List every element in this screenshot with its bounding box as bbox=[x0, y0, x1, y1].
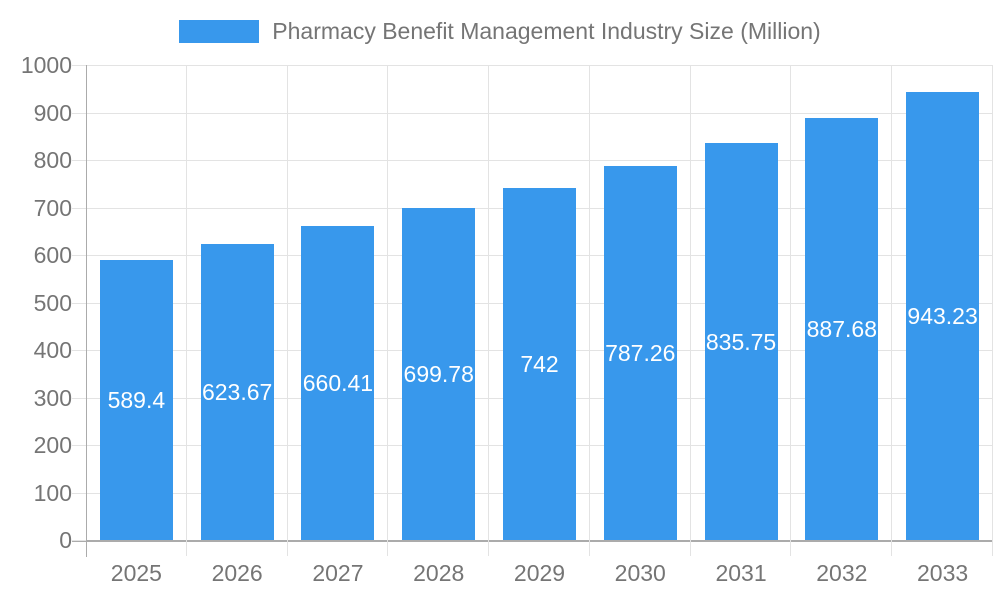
x-gridline bbox=[891, 65, 893, 540]
x-gridline bbox=[387, 65, 389, 540]
y-axis-label: 200 bbox=[33, 432, 72, 458]
x-axis-label: 2029 bbox=[513, 560, 566, 586]
bar[interactable]: 699.78 bbox=[402, 207, 476, 540]
x-gridline bbox=[992, 65, 993, 540]
y-gridline bbox=[86, 65, 993, 66]
y-axis-tick bbox=[72, 207, 86, 209]
bar-value-label: 835.75 bbox=[705, 328, 777, 355]
y-axis-tick bbox=[72, 445, 86, 446]
y-axis-line bbox=[86, 65, 87, 557]
x-axis-tick bbox=[588, 540, 590, 556]
bar[interactable]: 660.41 bbox=[301, 226, 375, 540]
y-axis-tick bbox=[72, 112, 86, 114]
chart-title: Pharmacy Benefit Management Industry Siz… bbox=[272, 18, 821, 44]
x-axis-label: 2026 bbox=[211, 560, 263, 586]
x-axis-tick bbox=[286, 540, 288, 556]
y-axis-label: 600 bbox=[33, 242, 72, 268]
x-axis-label: 2031 bbox=[715, 560, 767, 586]
y-axis-tick bbox=[72, 160, 86, 161]
bar-value-label: 787.26 bbox=[605, 340, 676, 367]
bar[interactable]: 623.67 bbox=[200, 243, 274, 540]
y-axis-label: 100 bbox=[33, 479, 72, 506]
plot-area: 589.4 623.67 660.41 699.78 742 787.26 835.75 88… bbox=[86, 65, 993, 540]
y-gridline bbox=[86, 160, 993, 161]
x-axis-tick bbox=[891, 540, 893, 556]
y-axis-tick bbox=[72, 492, 86, 494]
x-axis-tick bbox=[689, 540, 691, 556]
chart-legend: Pharmacy Benefit Management Industry Siz… bbox=[0, 18, 1000, 45]
x-gridline bbox=[185, 65, 187, 540]
bar[interactable]: 887.68 bbox=[805, 118, 879, 540]
x-gridline bbox=[286, 65, 288, 540]
x-axis-baseline bbox=[72, 540, 993, 542]
bar[interactable]: 589.4 bbox=[99, 260, 173, 540]
y-axis-label: 400 bbox=[33, 337, 72, 363]
x-gridline bbox=[488, 65, 490, 540]
bar-value-label: 887.68 bbox=[806, 316, 877, 343]
x-gridline bbox=[790, 65, 792, 540]
x-axis-label: 2027 bbox=[312, 560, 364, 586]
x-axis-tick bbox=[790, 540, 792, 556]
x-axis-tick bbox=[992, 540, 993, 556]
y-axis-label: 300 bbox=[33, 384, 72, 411]
x-axis-label: 2033 bbox=[917, 560, 969, 586]
bar[interactable]: 742 bbox=[503, 187, 576, 540]
y-axis-tick bbox=[72, 302, 86, 304]
y-axis-label: 700 bbox=[33, 194, 72, 221]
y-gridline bbox=[86, 112, 993, 114]
x-axis-tick bbox=[387, 540, 389, 556]
bar-value-label: 660.41 bbox=[302, 370, 374, 397]
bar[interactable]: 787.26 bbox=[603, 166, 677, 540]
x-axis-label: 2028 bbox=[413, 560, 465, 586]
y-axis-label: 500 bbox=[33, 289, 72, 316]
y-axis-label: 900 bbox=[33, 99, 72, 126]
y-axis-label: 800 bbox=[33, 147, 72, 173]
y-axis-tick bbox=[72, 540, 86, 541]
x-axis-label: 2025 bbox=[110, 560, 162, 586]
bar-value-label: 943.23 bbox=[907, 302, 978, 329]
x-gridline bbox=[588, 65, 590, 540]
bar-value-label: 623.67 bbox=[201, 378, 273, 405]
x-gridline bbox=[689, 65, 691, 540]
bar[interactable]: 943.23 bbox=[906, 91, 980, 540]
y-axis-tick bbox=[72, 350, 86, 351]
bar-value-label: 742 bbox=[520, 350, 559, 377]
x-axis-label: 2032 bbox=[816, 560, 868, 586]
y-axis-tick bbox=[72, 255, 86, 256]
x-axis-tick bbox=[488, 540, 490, 556]
y-axis-tick bbox=[72, 397, 86, 399]
bar-value-label: 699.78 bbox=[403, 360, 474, 387]
x-axis-label: 2030 bbox=[614, 560, 666, 586]
y-axis-label: 1000 bbox=[20, 52, 72, 78]
y-axis-tick bbox=[72, 65, 86, 66]
bar-value-label: 589.4 bbox=[107, 387, 166, 414]
legend-swatch-icon bbox=[179, 20, 260, 43]
y-axis-label: 0 bbox=[59, 527, 72, 553]
x-axis-tick bbox=[185, 540, 187, 556]
bar[interactable]: 835.75 bbox=[704, 143, 778, 540]
